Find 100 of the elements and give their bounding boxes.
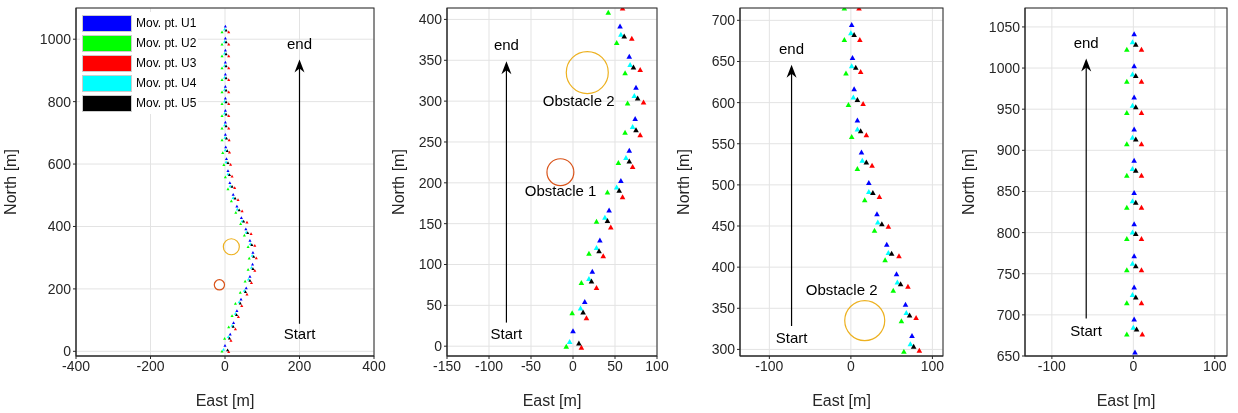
point [563, 343, 570, 349]
x-tick-label: -100 [474, 357, 504, 374]
point [893, 271, 900, 277]
point [238, 290, 242, 294]
y-tick-label: 100 [418, 256, 443, 273]
point [909, 333, 915, 339]
point [1138, 110, 1145, 116]
point [1124, 78, 1130, 84]
point [879, 221, 885, 227]
point [578, 344, 585, 350]
x-tick-label: -100 [1037, 357, 1067, 374]
y-tick-label: 200 [418, 174, 443, 191]
x-tick-label: 100 [645, 357, 669, 374]
annotation: end [493, 36, 519, 54]
point [1132, 349, 1138, 355]
point [632, 115, 638, 121]
point [602, 214, 608, 220]
point [1138, 78, 1145, 84]
point [851, 86, 857, 92]
point [580, 309, 586, 315]
point [1124, 172, 1130, 178]
point [1124, 267, 1130, 273]
y-tick-label: 300 [418, 93, 443, 110]
point [223, 60, 227, 64]
point [1131, 253, 1137, 259]
x-tick-label: -150 [432, 357, 462, 374]
x-tick-label: -100 [755, 357, 784, 374]
legend-label: Mov. pt. U1 [136, 16, 197, 30]
point [586, 250, 592, 256]
point [629, 164, 636, 170]
point [622, 70, 628, 76]
point [859, 157, 866, 163]
point [589, 268, 596, 274]
annotation: Obstacle 2 [542, 91, 615, 109]
point [593, 285, 600, 290]
point [1124, 235, 1130, 241]
y-tick-label: 700 [711, 12, 736, 29]
x-axis-title: East [m] [522, 392, 582, 409]
point [226, 169, 230, 172]
y-axis-title: North [m] [389, 149, 407, 215]
point [869, 162, 875, 168]
annotation: end [779, 39, 805, 57]
x-axis-title: East [m] [195, 392, 255, 409]
legend-label: Mov. pt. U3 [136, 56, 197, 70]
point [902, 301, 909, 307]
x-axis-title: East [m] [812, 392, 871, 409]
point [852, 64, 859, 70]
point [1131, 157, 1137, 163]
point [870, 189, 876, 195]
annotation: Obstacle 1 [524, 182, 597, 200]
point [617, 23, 623, 29]
point [578, 280, 585, 286]
x-tick-label: -400 [61, 357, 91, 374]
y-tick-label: 450 [711, 217, 736, 234]
y-tick-label: 650 [711, 53, 736, 70]
point [1131, 221, 1137, 227]
point [1131, 316, 1137, 322]
point [857, 68, 864, 74]
y-tick-label: 150 [418, 215, 443, 232]
point [898, 318, 905, 324]
point [890, 287, 897, 293]
x-tick-label: 400 [362, 357, 386, 374]
point [629, 35, 635, 41]
point [577, 305, 584, 311]
point [854, 96, 861, 102]
x-tick-label: 0 [221, 357, 230, 374]
point [1124, 110, 1130, 116]
annotation: end [286, 34, 313, 52]
point [857, 36, 863, 42]
y-tick-label: 750 [996, 265, 1021, 282]
point [1138, 300, 1145, 306]
x-tick-label: -200 [136, 357, 165, 374]
point [1124, 46, 1130, 52]
point [849, 54, 856, 60]
point [1138, 141, 1145, 147]
x-tick-label: 200 [287, 357, 312, 374]
point [581, 298, 588, 304]
point [883, 241, 890, 247]
point [604, 218, 611, 224]
x-tick-label: 100 [1203, 357, 1227, 374]
y-tick-label: 800 [47, 93, 72, 110]
point [576, 340, 582, 346]
point [583, 315, 590, 321]
y-tick-label: 700 [996, 306, 1021, 323]
x-tick-label: -50 [520, 357, 542, 374]
y-tick-label: 650 [996, 347, 1021, 364]
point [637, 132, 643, 138]
annotation: Obstacle 2 [805, 281, 878, 299]
point [1138, 172, 1145, 178]
point [854, 166, 861, 172]
point [597, 237, 603, 243]
point [1131, 31, 1137, 37]
point [613, 39, 620, 45]
y-tick-label: 300 [711, 341, 736, 358]
y-tick-label: 400 [418, 11, 443, 28]
point [233, 302, 237, 305]
point [623, 155, 629, 161]
point [1131, 63, 1137, 69]
legend-label: Mov. pt. U2 [136, 36, 197, 50]
point [866, 180, 872, 186]
